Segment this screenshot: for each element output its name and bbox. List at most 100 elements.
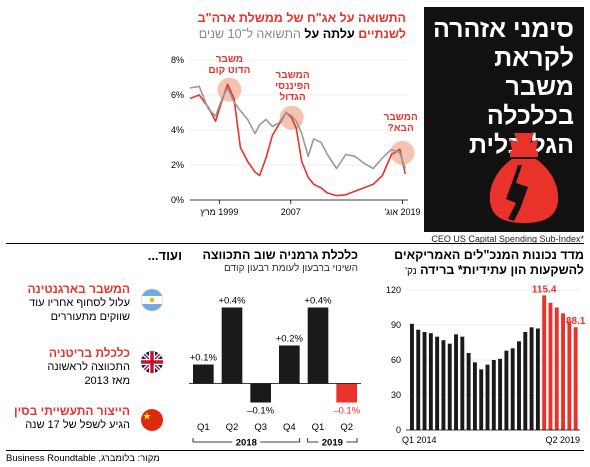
ceo-bar <box>561 313 566 430</box>
germany-quarter-label: Q2 <box>340 422 353 433</box>
germany-data-label: +0.4% <box>218 296 246 307</box>
ceo-data-label: 115.4 <box>532 284 557 295</box>
year-label: 2018 <box>236 438 257 449</box>
x-tick-label: 1999 מרץ <box>200 207 238 217</box>
series-line-10y <box>189 85 407 170</box>
more-item-uk: כלכלת בריטניה התכווצה לראשונה מאז 2013 <box>6 346 166 396</box>
yield-line-chart: 0% 2% 4% 6% 8% 1999 מרץ 2007 2019 אוג' משברהדוט … <box>171 54 420 217</box>
more-item-text: עלול לסחוף אחריו עוד <box>29 297 130 309</box>
y-tick-label: 8% <box>171 55 184 65</box>
y-tick-label: 2% <box>171 160 184 170</box>
more-title: ועוד... <box>147 248 182 263</box>
ceo-bar <box>428 333 433 430</box>
headline-line: סימני אזהרה <box>432 15 574 43</box>
germany-data-label: –0.1% <box>333 406 360 417</box>
annotation-label: משבר <box>216 54 243 65</box>
ceo-bar <box>416 329 421 430</box>
germany-bar <box>307 307 329 384</box>
x-tick-label: 2007 <box>281 207 301 217</box>
ceo-data-label: 88.1 <box>566 316 585 327</box>
china-flag-icon <box>141 409 163 431</box>
x-tick-label: 2019 אוג' <box>384 207 420 217</box>
yield-title-2y: לשנתיים <box>358 27 406 41</box>
ceo-bar <box>498 358 503 430</box>
ceo-bar <box>554 307 559 430</box>
germany-data-label: +0.4% <box>304 296 332 307</box>
more-item-text: מאז 2013 <box>84 375 130 387</box>
y-tick-label: 90 <box>391 320 401 330</box>
headline-box: סימני אזהרה לקראת משבר בכלכלה הגלובלית <box>424 7 584 232</box>
more-item-title: המשבר בארגנטינה <box>27 282 130 296</box>
germany-bar <box>279 345 300 384</box>
germany-bar-chart: +0.1% Q1 +0.4% Q2 –0.1% Q3 +0.2% Q4 +0.4% Q1 –0.1%… <box>189 296 361 449</box>
source-credit: מקור: בלומברג, Business Roundtable <box>6 453 160 464</box>
ceo-bar <box>573 327 578 430</box>
ceo-bar <box>479 369 484 430</box>
ceo-bar <box>485 364 490 430</box>
y-tick-label: 6% <box>171 90 184 100</box>
headline-line: לקראת משבר <box>494 44 574 101</box>
more-item-title: כלכלת בריטניה <box>48 346 130 360</box>
ceo-bar <box>535 328 540 430</box>
more-item-argentina: המשבר בארגנטינה עלול לסחוף אחריו עוד שוו… <box>6 282 166 332</box>
ceo-bar <box>454 334 458 430</box>
ceo-bar <box>510 348 515 430</box>
annotation-label: הפיננסי <box>275 81 310 92</box>
money-bag-icon <box>489 133 559 223</box>
annotation-label: הדוט קום <box>208 65 250 76</box>
germany-quarter-label: Q4 <box>283 422 296 433</box>
headline-line: בכלכלה <box>486 102 574 130</box>
ceo-bar <box>460 336 465 430</box>
germany-bar <box>193 364 214 384</box>
x-tick-label: Q2 2019 <box>545 435 580 445</box>
germany-bar <box>250 383 271 403</box>
ceo-bar <box>491 360 496 430</box>
germany-data-label: –0.1% <box>247 406 274 417</box>
y-tick-label: 0 <box>396 425 401 435</box>
y-tick-label: 30 <box>391 390 401 400</box>
germany-quarter-label: Q1 <box>197 422 210 433</box>
more-item-china: הייצור התעשייתי בסין הגיע לשפל של 17 שנה <box>6 404 166 444</box>
year-bracket <box>192 438 301 443</box>
more-item-text: שווקים מתעוררים <box>50 311 130 323</box>
source-divider <box>6 450 584 451</box>
ceo-bar <box>410 323 414 430</box>
argentina-flag-icon <box>140 288 164 312</box>
year-bracket <box>307 438 358 443</box>
germany-quarter-label: Q2 <box>226 422 239 433</box>
ceo-bar <box>542 295 547 430</box>
germany-chart-title: כלכלת גרמניה שוב התכווצה <box>202 248 358 262</box>
yield-title-verb: עלתה על <box>304 27 355 41</box>
more-item-text: התכווצה לראשונה <box>47 361 130 373</box>
ceo-bar <box>504 350 509 430</box>
ceo-bar <box>529 327 534 430</box>
germany-chart-subtitle: השינוי ברבעון לעומת רבעון קודם <box>223 263 358 274</box>
germany-quarter-label: Q3 <box>254 422 267 433</box>
series-line-2y <box>189 83 407 197</box>
section-divider <box>6 243 584 244</box>
germany-chart-header: כלכלת גרמניה שוב התכווצה השינוי ברבעון ל… <box>198 248 358 274</box>
more-item-title: הייצור התעשייתי בסין <box>14 404 130 418</box>
germany-bar <box>336 383 357 403</box>
annotation-label: המשבר <box>276 70 310 81</box>
y-tick-label: 4% <box>171 125 184 135</box>
annotation-label: המשבר <box>384 112 418 123</box>
annotation-label: הגדול <box>280 91 306 103</box>
germany-bar <box>221 307 243 384</box>
year-label: 2019 <box>322 438 343 449</box>
y-tick-label: 120 <box>386 285 401 295</box>
ceo-bar <box>422 332 427 430</box>
y-tick-label: 0% <box>171 195 184 205</box>
annotation-label: הבא? <box>388 123 414 134</box>
ceo-bar <box>441 340 446 430</box>
ceo-chart-title: מדד נכונות המנכ"לים האמריקאים להשקעות הו… <box>384 248 584 279</box>
ceo-bar <box>548 302 553 430</box>
y-tick-label: 60 <box>391 355 401 365</box>
ceo-bar <box>517 341 521 430</box>
x-tick-label: Q1 2014 <box>402 435 437 445</box>
germany-quarter-label: Q1 <box>312 422 325 433</box>
annotation-circle <box>390 140 415 165</box>
ceo-bar <box>567 321 572 430</box>
more-item-text: הגיע לשפל של 17 שנה <box>25 419 130 431</box>
ceo-bar <box>466 353 471 430</box>
